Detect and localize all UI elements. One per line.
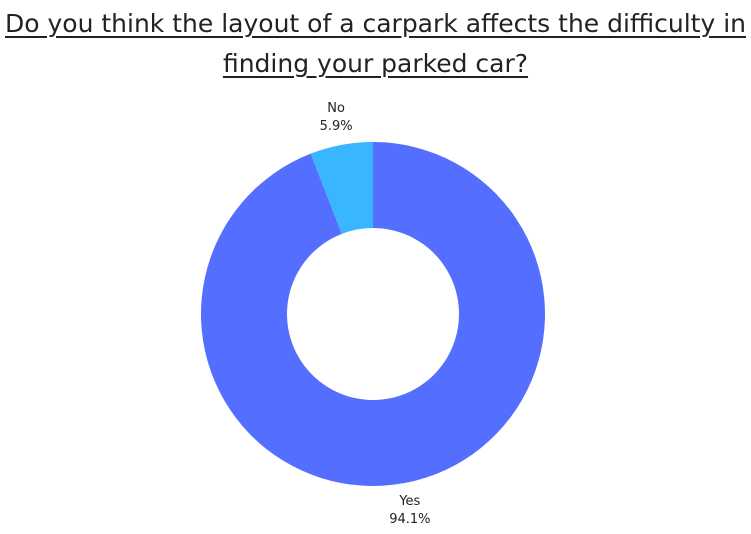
donut-slice: [310, 142, 373, 234]
chart-title: Do you think the layout of a carpark aff…: [5, 9, 746, 78]
donut-slice: [201, 142, 545, 486]
slice-label: No: [327, 101, 345, 116]
slice-value-label: 94.1%: [389, 512, 430, 527]
slice-value-label: 5.9%: [320, 119, 353, 134]
slice-label: Yes: [398, 494, 420, 509]
